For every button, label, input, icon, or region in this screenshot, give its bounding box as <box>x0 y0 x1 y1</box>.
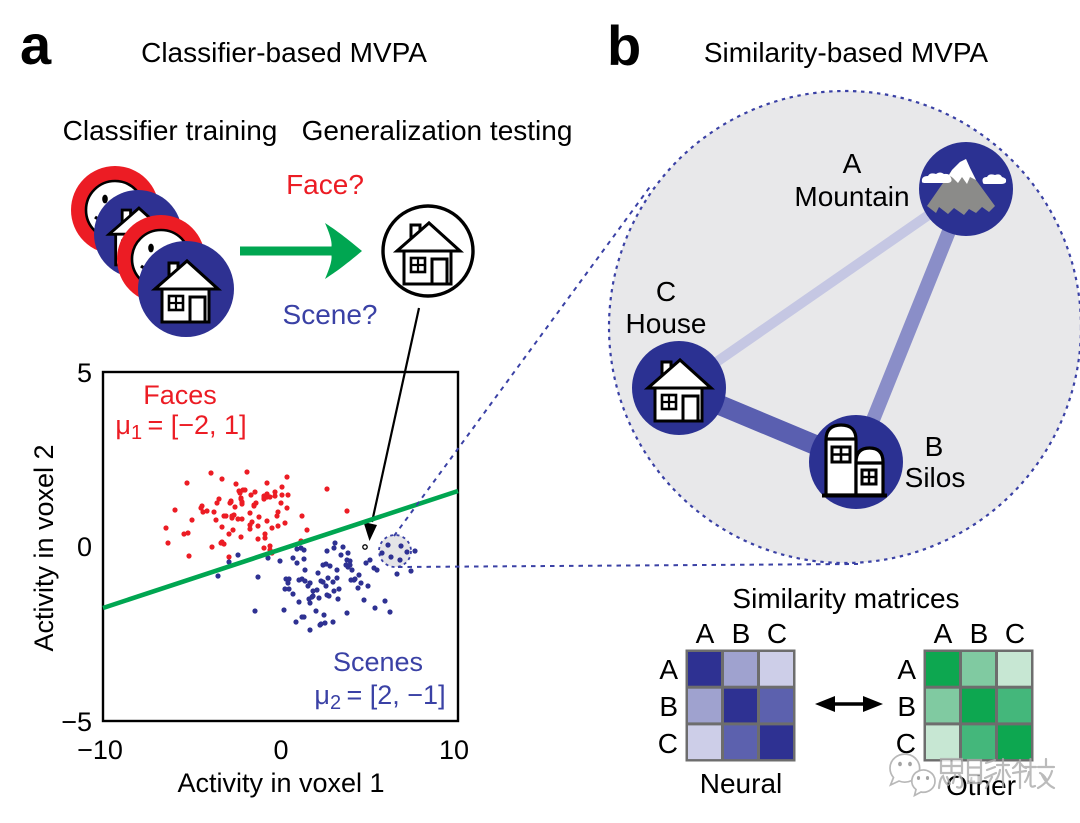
svg-text:μ1 = [−2, 1]: μ1 = [−2, 1] <box>115 410 246 444</box>
svg-text:A: A <box>843 148 862 179</box>
svg-text:A: A <box>934 618 953 649</box>
svg-text:A: A <box>897 654 916 685</box>
svg-text:0: 0 <box>273 735 288 765</box>
svg-text:C: C <box>896 728 916 759</box>
svg-text:μ2 = [2, −1]: μ2 = [2, −1] <box>314 680 445 714</box>
svg-text:Neural: Neural <box>700 768 782 799</box>
svg-text:B: B <box>970 618 989 649</box>
svg-text:0: 0 <box>77 532 92 562</box>
svg-text:Mountain: Mountain <box>794 181 909 212</box>
svg-text:Face?: Face? <box>286 169 364 200</box>
svg-text:Generalization testing: Generalization testing <box>302 115 573 146</box>
svg-text:B: B <box>732 618 751 649</box>
svg-text:Activity in voxel 2: Activity in voxel 2 <box>29 444 59 651</box>
svg-text:Activity in voxel 1: Activity in voxel 1 <box>177 768 384 798</box>
svg-text:A: A <box>659 654 678 685</box>
svg-text:5: 5 <box>77 358 92 388</box>
svg-text:Similarity-based MVPA: Similarity-based MVPA <box>704 37 989 68</box>
svg-text:C: C <box>767 618 787 649</box>
svg-text:Similarity matrices: Similarity matrices <box>732 583 959 614</box>
svg-text:10: 10 <box>439 735 469 765</box>
svg-text:Scenes: Scenes <box>333 647 423 677</box>
svg-text:B: B <box>659 691 678 722</box>
svg-text:Scene?: Scene? <box>283 299 378 330</box>
svg-text:Classifier-based MVPA: Classifier-based MVPA <box>141 37 427 68</box>
svg-text:Faces: Faces <box>143 380 217 410</box>
svg-text:C: C <box>656 276 676 307</box>
svg-text:A: A <box>696 618 715 649</box>
svg-text:a: a <box>20 13 52 76</box>
svg-text:Classifier training: Classifier training <box>63 115 278 146</box>
svg-text:B: B <box>925 431 944 462</box>
svg-text:−10: −10 <box>77 735 123 765</box>
svg-text:b: b <box>607 14 641 77</box>
svg-text:C: C <box>1005 618 1025 649</box>
svg-text:−5: −5 <box>61 707 92 737</box>
svg-text:C: C <box>658 728 678 759</box>
svg-text:B: B <box>897 691 916 722</box>
svg-text:House: House <box>626 308 707 339</box>
svg-text:Silos: Silos <box>905 462 966 493</box>
